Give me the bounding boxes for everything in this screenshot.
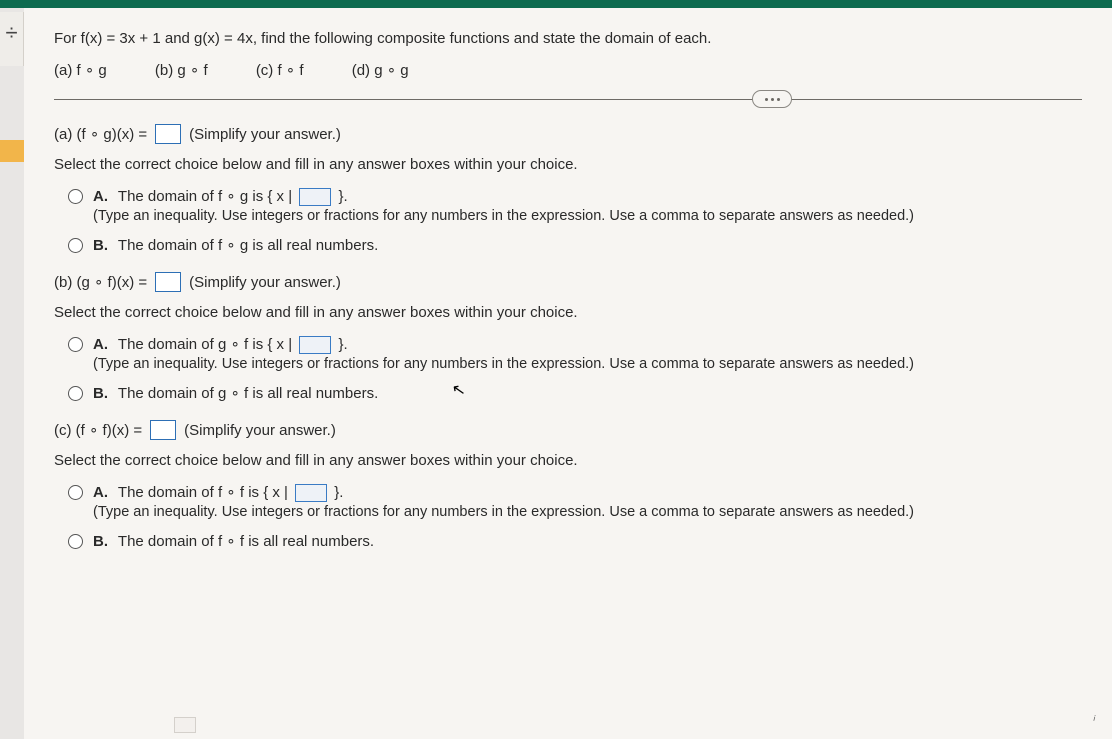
choice-a-B-text: The domain of f ∘ g is all real numbers.	[118, 237, 378, 254]
choice-a-B[interactable]: B. The domain of f ∘ g is all real numbe…	[68, 236, 1082, 254]
choice-b-A-post: }.	[338, 336, 347, 353]
radio-a-B[interactable]	[68, 238, 83, 253]
choice-c-B-text: The domain of f ∘ f is all real numbers.	[118, 533, 374, 550]
choices-a: A. The domain of f ∘ g is { x | }. (Type…	[68, 187, 1082, 254]
q-b-hint: (Simplify your answer.)	[189, 274, 341, 291]
section-b: (b) (g ∘ f)(x) = (Simplify your answer.)…	[54, 272, 1082, 402]
cutoff-box	[174, 717, 196, 733]
choice-a-A-label: A.	[93, 188, 108, 205]
section-a: (a) (f ∘ g)(x) = (Simplify your answer.)…	[54, 124, 1082, 254]
divider-wrap	[54, 99, 1082, 100]
part-a-label: (a) f ∘ g	[54, 62, 107, 79]
q-b-line: (b) (g ∘ f)(x) = (Simplify your answer.)	[54, 272, 1082, 292]
domain-input-a[interactable]	[299, 188, 331, 206]
choice-c-A-label: A.	[93, 484, 108, 501]
choice-b-B-label: B.	[93, 385, 108, 402]
divider-rule	[54, 99, 1082, 100]
domain-input-c[interactable]	[295, 484, 327, 502]
choice-b-B[interactable]: B. The domain of g ∘ f is all real numbe…	[68, 384, 1082, 402]
radio-c-A[interactable]	[68, 485, 83, 500]
choice-a-A[interactable]: A. The domain of f ∘ g is { x | }. (Type…	[68, 187, 1082, 224]
choice-c-A-post: }.	[334, 484, 343, 501]
q-c-prompt: (c) (f ∘ f)(x) =	[54, 421, 142, 439]
radio-c-B[interactable]	[68, 534, 83, 549]
choice-a-A-post: }.	[338, 188, 347, 205]
section-c: (c) (f ∘ f)(x) = (Simplify your answer.)…	[54, 420, 1082, 550]
expand-pill[interactable]	[752, 90, 792, 108]
instr-c: Select the correct choice below and fill…	[54, 452, 1082, 469]
q-a-line: (a) (f ∘ g)(x) = (Simplify your answer.)	[54, 124, 1082, 144]
choice-b-A-pre: The domain of g ∘ f is { x |	[118, 336, 292, 353]
left-tool-stub: ÷	[0, 12, 24, 66]
left-highlight-chip	[0, 140, 24, 162]
problem-statement: For f(x) = 3x + 1 and g(x) = 4x, find th…	[54, 30, 1082, 47]
choice-c-B[interactable]: B. The domain of f ∘ f is all real numbe…	[68, 532, 1082, 550]
part-d-label: (d) g ∘ g	[352, 62, 409, 79]
top-accent-bar	[0, 0, 1112, 8]
q-b-prompt: (b) (g ∘ f)(x) =	[54, 273, 147, 291]
choice-b-A-note: (Type an inequality. Use integers or fra…	[93, 356, 1082, 372]
choice-a-A-note: (Type an inequality. Use integers or fra…	[93, 208, 1082, 224]
parts-list: (a) f ∘ g (b) g ∘ f (c) f ∘ f (d) g ∘ g	[54, 61, 1082, 79]
answer-input-b[interactable]	[155, 272, 181, 292]
choices-b: A. The domain of g ∘ f is { x | }. (Type…	[68, 335, 1082, 402]
choice-b-B-text: The domain of g ∘ f is all real numbers.	[118, 385, 378, 402]
instr-b: Select the correct choice below and fill…	[54, 304, 1082, 321]
q-c-line: (c) (f ∘ f)(x) = (Simplify your answer.)	[54, 420, 1082, 440]
answer-input-c[interactable]	[150, 420, 176, 440]
radio-b-B[interactable]	[68, 386, 83, 401]
corner-mark: ⁱ	[1092, 713, 1094, 729]
choice-b-A[interactable]: A. The domain of g ∘ f is { x | }. (Type…	[68, 335, 1082, 372]
choice-c-A[interactable]: A. The domain of f ∘ f is { x | }. (Type…	[68, 483, 1082, 520]
radio-b-A[interactable]	[68, 337, 83, 352]
part-c-label: (c) f ∘ f	[256, 62, 304, 79]
choice-c-A-pre: The domain of f ∘ f is { x |	[118, 484, 288, 501]
choices-c: A. The domain of f ∘ f is { x | }. (Type…	[68, 483, 1082, 550]
choice-a-A-pre: The domain of f ∘ g is { x |	[118, 188, 292, 205]
q-a-hint: (Simplify your answer.)	[189, 126, 341, 143]
choice-a-B-label: B.	[93, 237, 108, 254]
choice-b-A-label: A.	[93, 336, 108, 353]
instr-a: Select the correct choice below and fill…	[54, 156, 1082, 173]
domain-input-b[interactable]	[299, 336, 331, 354]
answer-input-a[interactable]	[155, 124, 181, 144]
choice-c-B-label: B.	[93, 533, 108, 550]
choice-c-A-note: (Type an inequality. Use integers or fra…	[93, 504, 1082, 520]
radio-a-A[interactable]	[68, 189, 83, 204]
q-a-prompt: (a) (f ∘ g)(x) =	[54, 125, 147, 143]
q-c-hint: (Simplify your answer.)	[184, 422, 336, 439]
question-page: For f(x) = 3x + 1 and g(x) = 4x, find th…	[24, 8, 1112, 739]
part-b-label: (b) g ∘ f	[155, 62, 208, 79]
